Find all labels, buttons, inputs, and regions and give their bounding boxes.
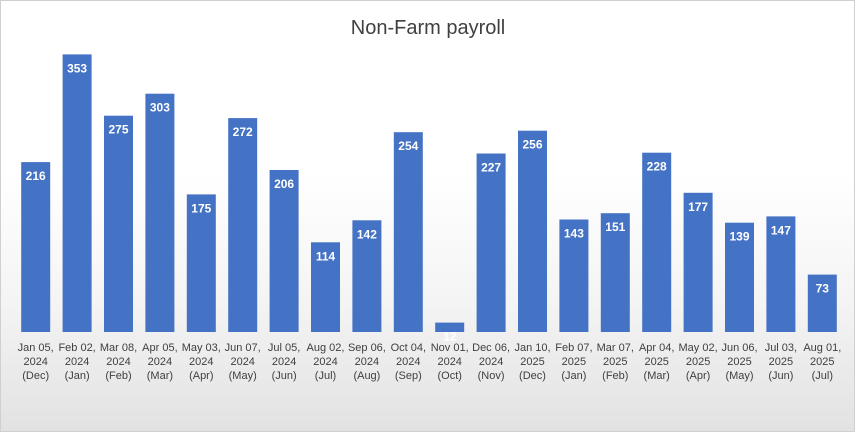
data-label-16: 177 [688,200,708,214]
bar-17 [725,222,754,332]
x-tick-label-17: Jun 06, 2025 (May) [721,342,757,382]
x-tick-label-9: Oct 04, 2024 (Sep) [391,342,426,382]
bar-15 [642,152,672,332]
x-tick-label-1: Feb 02, 2024 (Jan) [58,342,95,382]
bar-6 [269,170,299,332]
x-tick-label-3: Apr 05, 2024 (Mar) [142,342,177,382]
x-tick-label-12: Jan 10, 2025 (Dec) [514,342,550,382]
data-label-8: 142 [357,227,377,241]
data-label-14: 151 [605,220,625,234]
x-tick-label-11: Dec 06, 2024 (Nov) [472,342,510,382]
data-label-6: 206 [274,177,294,191]
bar-1 [62,54,92,333]
x-tick-label-18: Jul 03, 2025 (Jun) [765,342,797,382]
x-tick-label-19: Aug 01, 2025 (Jul) [803,342,841,382]
x-tick-label-15: Apr 04, 2025 (Mar) [639,342,674,382]
data-label-10: 12 [443,330,457,344]
x-tick-label-14: Mar 07, 2025 (Feb) [597,342,634,382]
data-label-4: 175 [191,201,211,215]
bar-3 [145,93,175,332]
data-label-0: 216 [26,169,46,183]
chart-title: Non-Farm payroll [351,17,505,39]
data-label-11: 227 [481,161,501,175]
data-label-17: 139 [729,230,749,244]
data-label-7: 114 [316,249,336,263]
bar-16 [683,192,713,332]
bar-10 [435,322,465,332]
data-label-9: 254 [398,139,418,153]
bars-layer [21,54,837,333]
data-labels-layer: 216 353 275 303 175 272 206 114 142 254 12 227 256 14… [26,61,830,343]
x-tick-label-0: Jan 05, 2024 (Dec) [18,342,54,382]
bar-5 [228,118,258,332]
bar-19 [807,274,837,332]
data-label-1: 353 [67,61,87,75]
data-label-18: 147 [771,223,791,237]
bar-14 [600,213,630,332]
x-axis-ticks: Jan 05, 2024 (Dec)Feb 02, 2024 (Jan)Mar 08, 2… [18,342,842,382]
data-label-5: 272 [233,125,253,139]
data-label-15: 228 [647,160,667,174]
bar-12 [518,130,547,332]
x-tick-label-16: May 02, 2025 (Apr) [679,342,718,382]
x-tick-label-2: Mar 08, 2024 (Feb) [100,342,137,382]
x-tick-label-6: Jul 05, 2024 (Jun) [268,342,300,382]
bar-8 [352,220,382,332]
data-label-12: 256 [522,138,542,152]
bar-9 [393,132,423,332]
data-label-13: 143 [564,227,584,241]
bar-7 [311,242,340,332]
bar-18 [766,216,796,332]
bar-2 [104,115,133,332]
data-label-19: 73 [816,282,830,296]
x-tick-label-10: Nov 01, 2024 (Oct) [431,342,469,382]
bar-0 [21,162,51,332]
bar-4 [186,194,216,332]
bar-13 [559,219,589,332]
bar-11 [476,153,506,332]
x-tick-label-7: Aug 02, 2024 (Jul) [307,342,345,382]
x-tick-label-13: Feb 07, 2025 (Jan) [555,342,592,382]
data-label-3: 303 [150,101,170,115]
x-tick-label-5: Jun 07, 2024 (May) [225,342,261,382]
x-tick-label-8: Sep 06, 2024 (Aug) [348,342,386,382]
x-tick-label-4: May 03, 2024 (Apr) [182,342,221,382]
data-label-2: 275 [108,123,128,137]
